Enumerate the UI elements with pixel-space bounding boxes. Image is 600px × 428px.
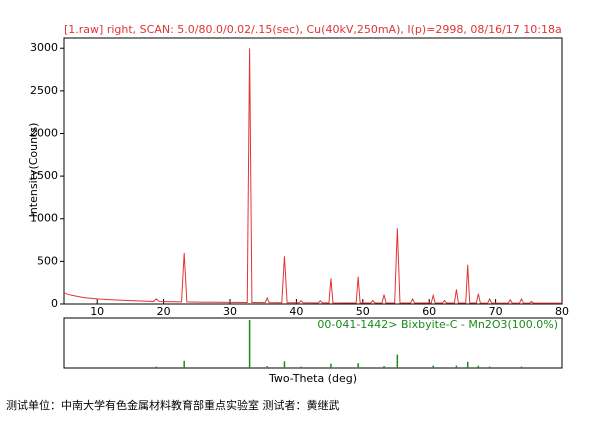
reference-label: 00-041-1442> Bixbyite-C - Mn2O3(100.0%): [317, 318, 558, 331]
y-tick-label: 2500: [30, 84, 58, 97]
pattern-line: [63, 48, 562, 304]
x-tick-label: 30: [223, 305, 237, 318]
x-tick-label: 40: [289, 305, 303, 318]
y-tick-label: 3000: [30, 41, 58, 54]
plot-frame: [63, 37, 563, 305]
reference-frame: [63, 317, 563, 369]
footer: 测试单位：中南大学有色金属材料教育部重点实验室 测试者：黄继武: [6, 398, 340, 412]
y-tick-label: 2000: [30, 126, 58, 139]
x-tick-label: 50: [356, 305, 370, 318]
x-tick-label: 60: [422, 305, 436, 318]
y-tick-label: 1500: [30, 169, 58, 182]
y-tick-label: 1000: [30, 212, 58, 225]
chart-title: [1.raw] right, SCAN: 5.0/80.0/0.02/.15(s…: [64, 23, 562, 36]
x-tick-label: 20: [157, 305, 171, 318]
y-axis-label: Intensity(Counts): [27, 123, 40, 218]
x-axis-label: Two-Theta (deg): [268, 372, 357, 385]
y-tick-label: 500: [37, 254, 58, 267]
x-tick-label: 10: [90, 305, 104, 318]
x-tick-label: 70: [489, 305, 503, 318]
x-tick-label: 80: [555, 305, 569, 318]
y-tick-label: 0: [51, 297, 58, 310]
